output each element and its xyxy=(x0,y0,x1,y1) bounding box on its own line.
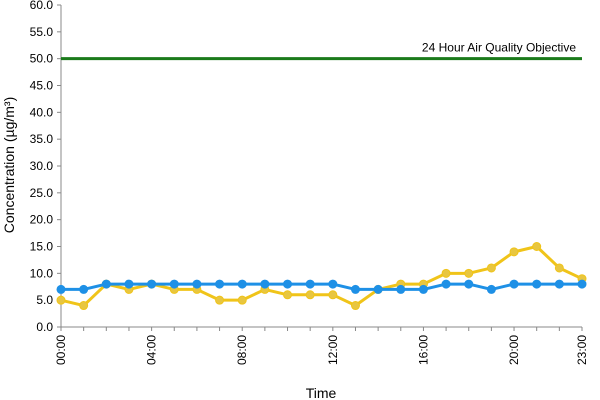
x-tick-label: 23:00 xyxy=(575,335,589,365)
series-1-point xyxy=(532,242,542,251)
series-2-point xyxy=(237,279,247,289)
series-2-point xyxy=(147,279,157,289)
series-1-line xyxy=(60,245,583,308)
series-1-point xyxy=(464,268,474,278)
series-2-point xyxy=(124,279,134,289)
x-tick-label: 12:00 xyxy=(326,335,340,365)
x-tick-label: 00:00 xyxy=(54,335,68,365)
series-1-point xyxy=(509,247,519,257)
y-tick-label: 50.0 xyxy=(30,52,54,66)
series-2-point xyxy=(350,284,360,294)
series-2-point xyxy=(441,279,451,289)
series-2-point xyxy=(554,279,564,289)
series-1-point xyxy=(79,301,89,311)
reference-line-group: 24 Hour Air Quality Objective xyxy=(61,41,582,61)
series-group xyxy=(56,242,587,311)
y-tick-label: 45.0 xyxy=(30,79,54,93)
series-2-point xyxy=(509,279,519,289)
axes: 0.0 5.0 10.0 15.0 20.0 25.0 30.0 35.0 40.0 45.0 50… xyxy=(30,0,589,365)
series-1-point xyxy=(237,295,247,305)
series-2-point xyxy=(305,279,315,289)
series-2-point xyxy=(486,284,496,294)
series-2-point xyxy=(418,284,428,294)
series-2-point xyxy=(328,279,338,289)
series-2-point xyxy=(532,279,542,289)
series-2-point xyxy=(464,279,474,289)
series-1-point xyxy=(305,290,315,300)
y-tick-label: 0.0 xyxy=(36,320,53,334)
y-tick-label: 15.0 xyxy=(30,240,54,254)
series-2-point xyxy=(56,284,66,294)
series-1-point xyxy=(56,295,66,305)
series-2-point xyxy=(577,279,587,289)
series-2-point xyxy=(373,284,383,294)
x-tick-label: 04:00 xyxy=(145,335,159,365)
series-1-point xyxy=(215,295,225,305)
reference-line-label: 24 Hour Air Quality Objective xyxy=(422,41,576,55)
y-tick-label: 5.0 xyxy=(36,293,53,307)
series-2-point xyxy=(79,284,89,294)
series-2-point xyxy=(260,279,270,289)
y-tick-label: 10.0 xyxy=(30,266,54,280)
y-tick-label: 25.0 xyxy=(30,186,54,200)
series-2-point xyxy=(283,279,293,289)
y-tick-label: 20.0 xyxy=(30,213,54,227)
y-tick-label: 60.0 xyxy=(30,0,54,12)
series-2-point xyxy=(396,284,406,294)
y-axis-title: Concentration (µg/m³) xyxy=(1,97,17,233)
series-1-point xyxy=(441,268,451,278)
series-2-point xyxy=(192,279,202,289)
series-1-point xyxy=(554,263,564,273)
x-axis-title: Time xyxy=(306,385,337,400)
y-tick-label: 55.0 xyxy=(30,25,54,39)
y-tick-label: 30.0 xyxy=(30,159,54,173)
series-2-point xyxy=(215,279,225,289)
series-1-point xyxy=(328,290,338,300)
y-tick-label: 40.0 xyxy=(30,105,54,119)
y-tick-label: 35.0 xyxy=(30,132,54,146)
series-2-point xyxy=(101,279,111,289)
series-1-point xyxy=(486,263,496,273)
x-tick-label: 16:00 xyxy=(416,335,430,365)
series-2-point xyxy=(169,279,179,289)
series-1-point xyxy=(350,301,360,311)
series-1-point xyxy=(283,290,293,300)
x-tick-label: 20:00 xyxy=(507,335,521,365)
x-tick-label: 08:00 xyxy=(235,335,249,365)
